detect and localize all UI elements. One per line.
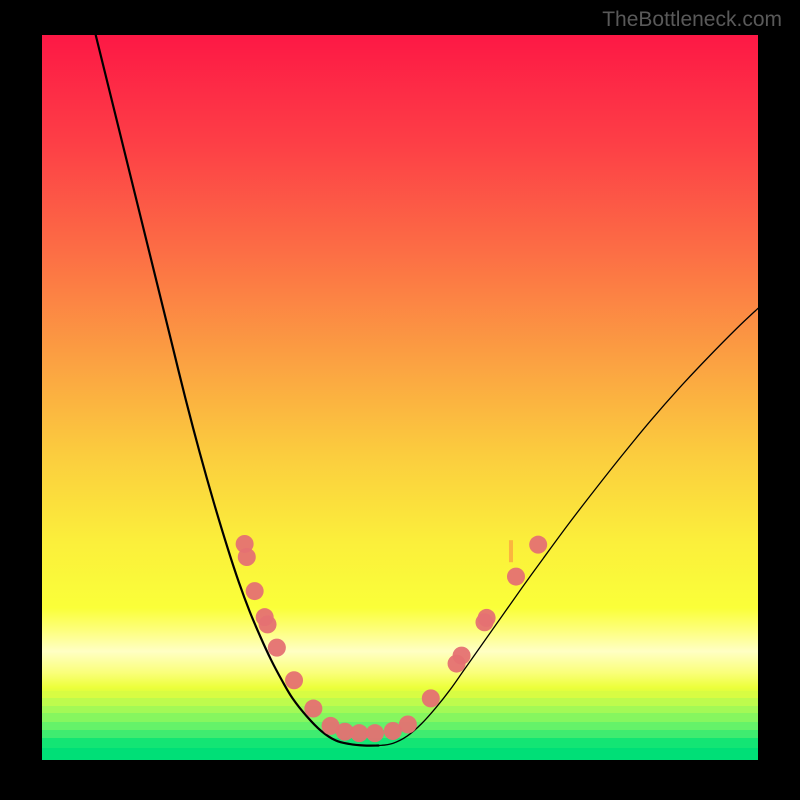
gradient-band bbox=[42, 691, 758, 698]
watermark-text: TheBottleneck.com bbox=[602, 8, 782, 32]
gradient-band bbox=[42, 730, 758, 738]
chart-background-gradient bbox=[42, 35, 758, 760]
gradient-band bbox=[42, 706, 758, 713]
gradient-band bbox=[42, 748, 758, 760]
gradient-band bbox=[42, 713, 758, 722]
gradient-band bbox=[42, 698, 758, 705]
chart-plot-area bbox=[42, 35, 758, 760]
gradient-band bbox=[42, 722, 758, 730]
gradient-band bbox=[42, 738, 758, 749]
